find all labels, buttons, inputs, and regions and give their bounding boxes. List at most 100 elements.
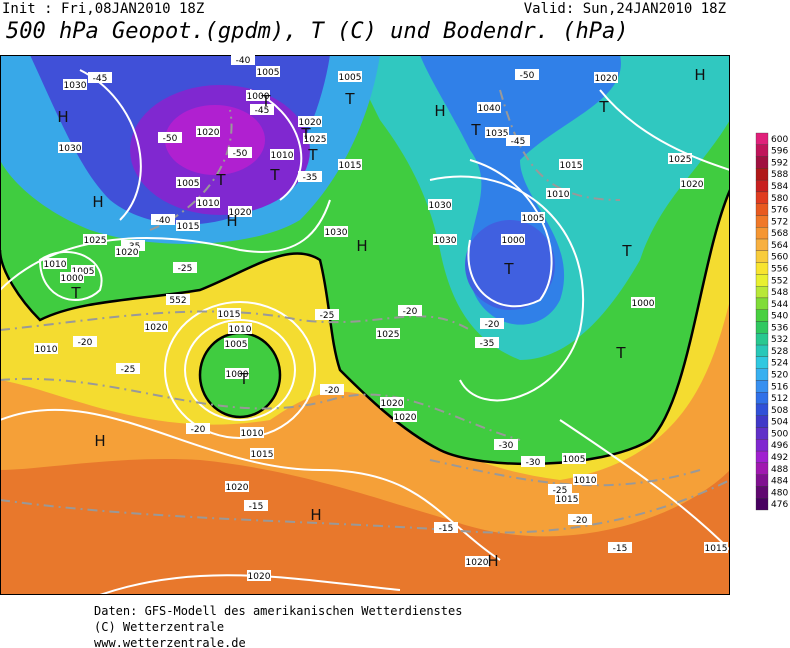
colorbar-swatch bbox=[755, 450, 769, 464]
label-box bbox=[376, 328, 400, 339]
label-box bbox=[116, 363, 140, 374]
colorbar-label: 544 bbox=[771, 300, 788, 310]
contour-label: -30 bbox=[526, 458, 541, 468]
pressure-center: H bbox=[694, 66, 705, 84]
label-box bbox=[270, 149, 294, 160]
contour-label: 1025 bbox=[304, 135, 327, 145]
colorbar-label: 560 bbox=[771, 253, 788, 263]
label-box bbox=[298, 116, 322, 127]
contour-label: 552 bbox=[169, 296, 186, 306]
field bbox=[350, 55, 730, 360]
contour-label: 1020 bbox=[145, 323, 168, 333]
contour-label: 1000 bbox=[502, 236, 525, 246]
contour-label: -35 bbox=[303, 173, 318, 183]
colorbar-label: 588 bbox=[771, 170, 788, 180]
label-box bbox=[224, 338, 248, 349]
contour-label: 1010 bbox=[574, 476, 597, 486]
colorbar-swatch bbox=[755, 403, 769, 416]
label-box bbox=[217, 308, 241, 319]
pressure-center: H bbox=[92, 193, 103, 211]
colorbar-swatch bbox=[755, 344, 769, 357]
label-box bbox=[228, 147, 252, 158]
colorbar-swatch bbox=[755, 156, 769, 169]
label-box bbox=[73, 336, 97, 347]
contour-label: 1010 bbox=[35, 345, 58, 355]
pressure-center: T bbox=[503, 260, 514, 278]
label-box bbox=[546, 188, 570, 199]
contour-label: 1020 bbox=[226, 483, 249, 493]
contour-label: 1025 bbox=[84, 236, 107, 246]
pressure-center: T bbox=[300, 125, 311, 143]
isobars bbox=[0, 69, 730, 595]
label-box bbox=[250, 104, 274, 115]
contour-label: 1005 bbox=[257, 68, 280, 78]
label-box bbox=[115, 246, 139, 257]
pressure-center: H bbox=[226, 212, 237, 230]
colorbar-label: 600 bbox=[771, 135, 788, 145]
colorbar-label: 572 bbox=[771, 217, 788, 227]
label-box bbox=[559, 159, 583, 170]
contour-label: -20 bbox=[78, 338, 93, 348]
label-box bbox=[176, 177, 200, 188]
label-box bbox=[608, 542, 632, 553]
label-box bbox=[144, 321, 168, 332]
colorbar-swatch bbox=[755, 238, 769, 251]
pressure-center: T bbox=[70, 284, 81, 302]
pressure-center: H bbox=[434, 102, 445, 120]
contour-label: 1020 bbox=[466, 558, 489, 568]
colorbar-label: 524 bbox=[771, 359, 788, 369]
contour-label: 1020 bbox=[381, 399, 404, 409]
pressure-center: H bbox=[356, 237, 367, 255]
colorbar-label: 528 bbox=[771, 347, 788, 357]
label-box bbox=[176, 220, 200, 231]
contour-label: 1020 bbox=[116, 248, 139, 258]
contour-label: 1040 bbox=[478, 104, 501, 114]
label-box bbox=[88, 72, 112, 83]
label-box bbox=[58, 142, 82, 153]
footer-line: www.wetterzentrale.de bbox=[94, 636, 246, 648]
contour-label: 1015 bbox=[218, 310, 241, 320]
contour-label: 1030 bbox=[59, 144, 82, 154]
label-box bbox=[83, 234, 107, 245]
contour-label: 1025 bbox=[377, 330, 400, 340]
contour-label: 1000 bbox=[247, 92, 270, 102]
label-box bbox=[594, 72, 618, 83]
colorbar-swatch bbox=[755, 227, 769, 240]
label-box bbox=[151, 214, 175, 225]
colorbar-label: 512 bbox=[771, 394, 788, 404]
contour-label: -15 bbox=[613, 544, 628, 554]
colorbar-swatch bbox=[755, 462, 769, 475]
label-box bbox=[485, 127, 509, 138]
contour-label: 1010 bbox=[197, 199, 220, 209]
label-box bbox=[228, 206, 252, 217]
colorbar-label: 564 bbox=[771, 241, 788, 251]
contour-label: -35 bbox=[480, 339, 495, 349]
label-box bbox=[246, 90, 270, 101]
colorbar-swatch bbox=[755, 439, 769, 452]
contour-label: 1015 bbox=[339, 161, 362, 171]
contour-label: 1005 bbox=[177, 179, 200, 189]
contour-label: -20 bbox=[325, 386, 340, 396]
contour-label: 1000 bbox=[61, 274, 84, 284]
contour-label: -25 bbox=[553, 486, 568, 496]
colorbar-swatch bbox=[755, 415, 769, 428]
contour-label: 1005 bbox=[563, 455, 586, 465]
colorbar-label: 496 bbox=[771, 441, 788, 451]
contour-label: 1010 bbox=[44, 260, 67, 270]
label-box bbox=[186, 423, 210, 434]
contour-label: -40 bbox=[156, 216, 171, 226]
pressure-center: T bbox=[269, 166, 280, 184]
label-box bbox=[320, 384, 344, 395]
pressure-center: T bbox=[598, 98, 609, 116]
contour-label: 1010 bbox=[271, 151, 294, 161]
label-box bbox=[380, 397, 404, 408]
colorbar-swatch bbox=[755, 262, 769, 275]
contour-label: 1020 bbox=[595, 74, 618, 84]
pressure-center: T bbox=[307, 146, 318, 164]
label-box bbox=[515, 69, 539, 80]
label-box bbox=[244, 500, 268, 511]
label-box bbox=[433, 234, 457, 245]
label-box bbox=[480, 318, 504, 329]
colorbar-label: 480 bbox=[771, 488, 788, 498]
contour-label: -15 bbox=[439, 524, 454, 534]
